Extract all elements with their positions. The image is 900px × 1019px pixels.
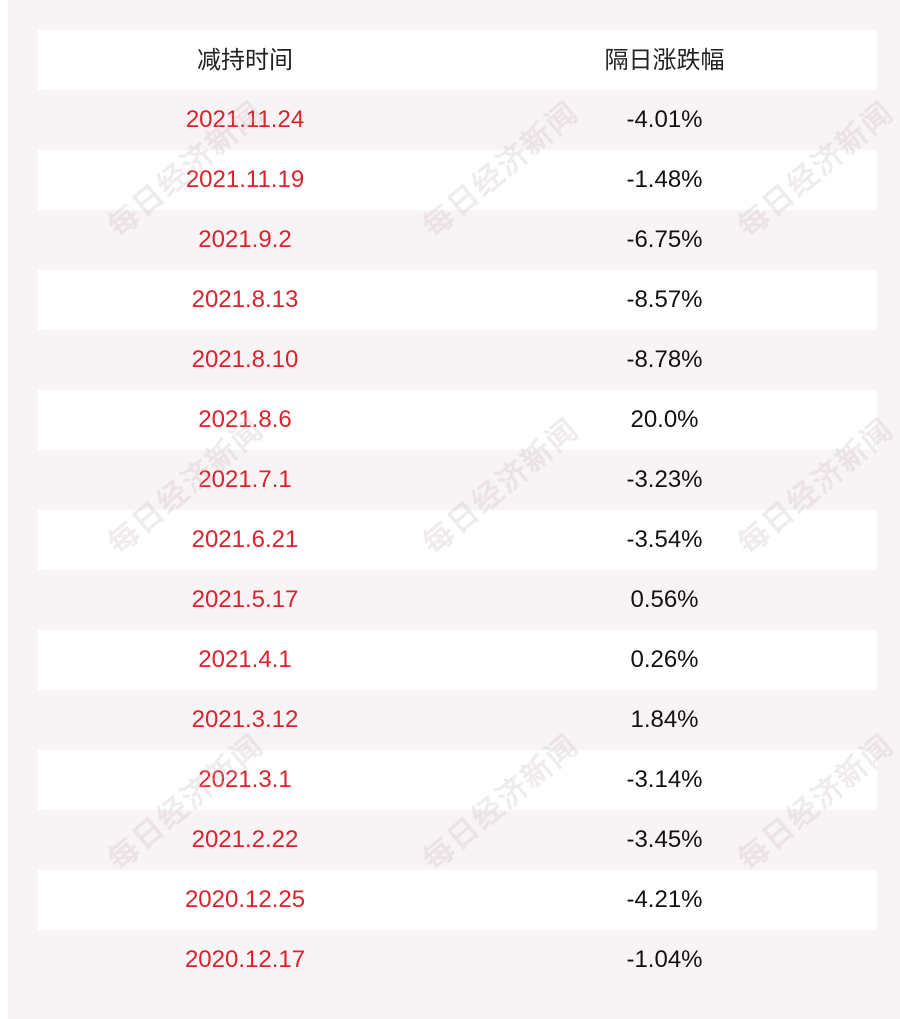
table-row: 2021.3.12 1.84% bbox=[38, 690, 877, 750]
table-row: 2021.2.22 -3.45% bbox=[38, 810, 877, 870]
change-cell: -4.01% bbox=[626, 106, 703, 133]
date-cell: 2021.9.2 bbox=[198, 226, 292, 253]
change-cell: -3.45% bbox=[626, 826, 703, 853]
date-cell: 2021.5.17 bbox=[191, 586, 299, 613]
date-cell: 2021.3.12 bbox=[191, 706, 299, 733]
date-cell: 2020.12.17 bbox=[184, 946, 306, 973]
table-row: 2021.8.13 -8.57% bbox=[38, 270, 877, 330]
table-row: 2021.8.10 -8.78% bbox=[38, 330, 877, 390]
date-cell: 2021.11.19 bbox=[185, 166, 305, 193]
table-card: 减持时间 隔日涨跌幅 2021.11.24 -4.01% 2021.11.19 … bbox=[8, 0, 900, 1019]
change-cell: -3.54% bbox=[626, 526, 703, 553]
table-row: 2021.4.1 0.26% bbox=[38, 630, 877, 690]
table-row: 2021.7.1 -3.23% bbox=[38, 450, 877, 510]
table-row: 2020.12.17 -1.04% bbox=[38, 930, 877, 990]
date-cell: 2021.7.1 bbox=[198, 466, 292, 493]
change-cell: -8.57% bbox=[626, 286, 703, 313]
change-cell: 1.84% bbox=[630, 706, 699, 733]
change-cell: -1.48% bbox=[626, 166, 703, 193]
table-row: 2020.12.25 -4.21% bbox=[38, 870, 877, 930]
date-cell: 2021.11.24 bbox=[185, 106, 305, 133]
change-cell: 20.0% bbox=[630, 406, 699, 433]
change-cell: -3.14% bbox=[626, 766, 703, 793]
date-cell: 2021.3.1 bbox=[198, 766, 292, 793]
table-row: 2021.3.1 -3.14% bbox=[38, 750, 877, 810]
change-cell: 0.56% bbox=[630, 586, 699, 613]
date-cell: 2021.6.21 bbox=[191, 526, 299, 553]
header-date: 减持时间 bbox=[197, 46, 293, 74]
table-row: 2021.11.19 -1.48% bbox=[38, 150, 877, 210]
date-cell: 2020.12.25 bbox=[184, 886, 306, 913]
table-row: 2021.6.21 -3.54% bbox=[38, 510, 877, 570]
date-cell: 2021.2.22 bbox=[191, 826, 299, 853]
change-cell: -6.75% bbox=[626, 226, 703, 253]
change-cell: -4.21% bbox=[626, 886, 703, 913]
header-change: 隔日涨跌幅 bbox=[604, 46, 725, 74]
table-row: 2021.5.17 0.56% bbox=[38, 570, 877, 630]
date-cell: 2021.4.1 bbox=[198, 646, 292, 673]
change-cell: 0.26% bbox=[630, 646, 699, 673]
date-cell: 2021.8.10 bbox=[191, 346, 299, 373]
table-row: 2021.8.6 20.0% bbox=[38, 390, 877, 450]
date-cell: 2021.8.6 bbox=[198, 406, 292, 433]
table-row: 2021.11.24 -4.01% bbox=[38, 90, 877, 150]
table-header-row: 减持时间 隔日涨跌幅 bbox=[38, 30, 877, 90]
change-cell: -1.04% bbox=[626, 946, 703, 973]
date-cell: 2021.8.13 bbox=[191, 286, 299, 313]
change-cell: -3.23% bbox=[626, 466, 703, 493]
table-row: 2021.9.2 -6.75% bbox=[38, 210, 877, 270]
data-table: 减持时间 隔日涨跌幅 2021.11.24 -4.01% 2021.11.19 … bbox=[38, 30, 877, 990]
change-cell: -8.78% bbox=[626, 346, 703, 373]
